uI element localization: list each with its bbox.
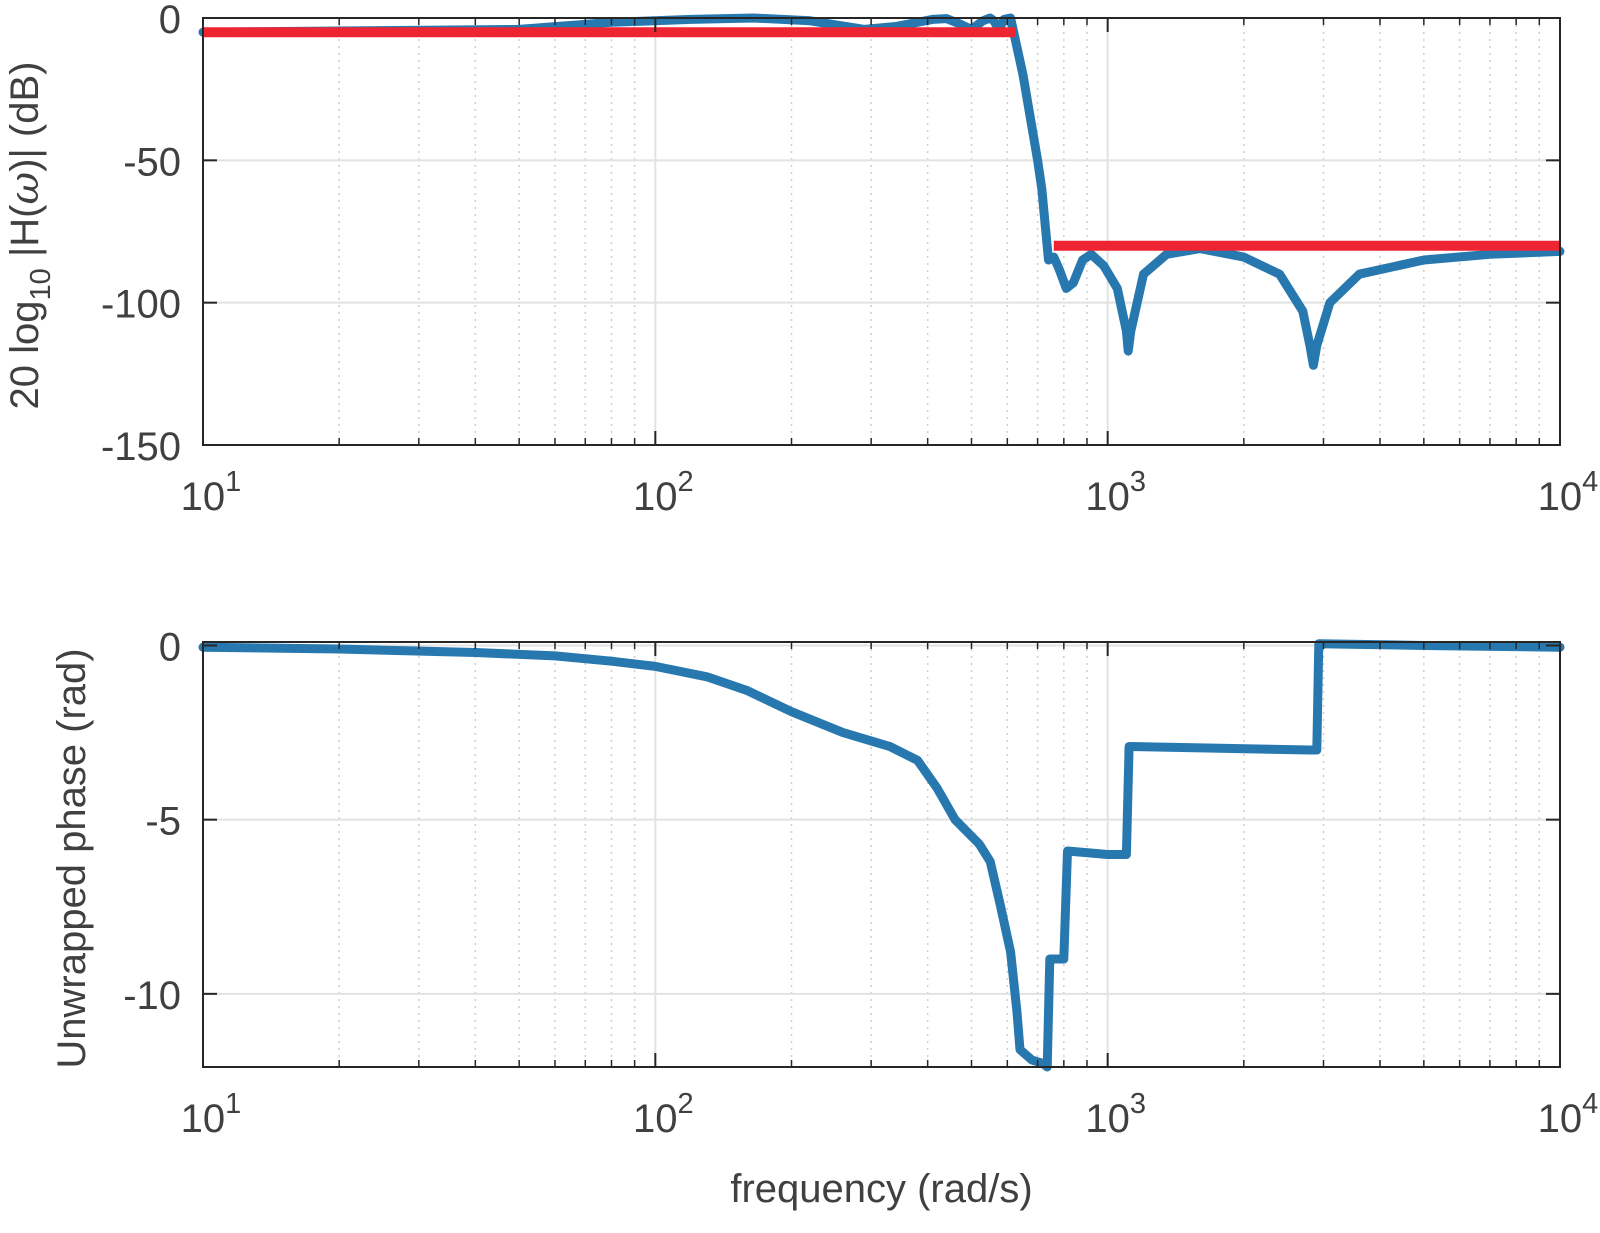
phase-plot: 0 -5 -10 101 102 103 104 Unwrapped phase (rad) f… (50, 625, 1598, 1211)
x-tick-label: 103 (1085, 1088, 1146, 1141)
y-tick-label: -100 (101, 283, 181, 327)
x-tick-label: 104 (1538, 1088, 1599, 1141)
response-curve (198, 13, 1565, 370)
plot-area (203, 642, 1560, 1067)
x-tick-label: 101 (181, 466, 242, 519)
series-group (198, 13, 1565, 370)
x-tick-label: 102 (633, 1088, 694, 1141)
x-tick-label: 103 (1085, 466, 1146, 519)
series-group (198, 639, 1565, 1072)
axes-box (202, 641, 1561, 1068)
y-tick-label: 0 (159, 0, 181, 42)
y-axis-label: 20 log10 |H(ω)| (dB) (2, 62, 57, 410)
y-tick-label: -150 (101, 425, 181, 469)
y-tick-label: -10 (123, 974, 181, 1018)
y-tick-label: 0 (159, 625, 181, 669)
axes-box (202, 17, 1561, 446)
response-curve (198, 639, 1565, 1072)
y-tick-label: -5 (145, 800, 181, 844)
x-tick-label: 101 (181, 1088, 242, 1141)
x-tick-label: 104 (1538, 466, 1599, 519)
plot-area (203, 18, 1560, 445)
x-axis-label: frequency (rad/s) (730, 1167, 1032, 1211)
y-axis-label: Unwrapped phase (rad) (50, 648, 94, 1068)
x-tick-label: 102 (633, 466, 694, 519)
y-tick-label: -50 (123, 140, 181, 184)
